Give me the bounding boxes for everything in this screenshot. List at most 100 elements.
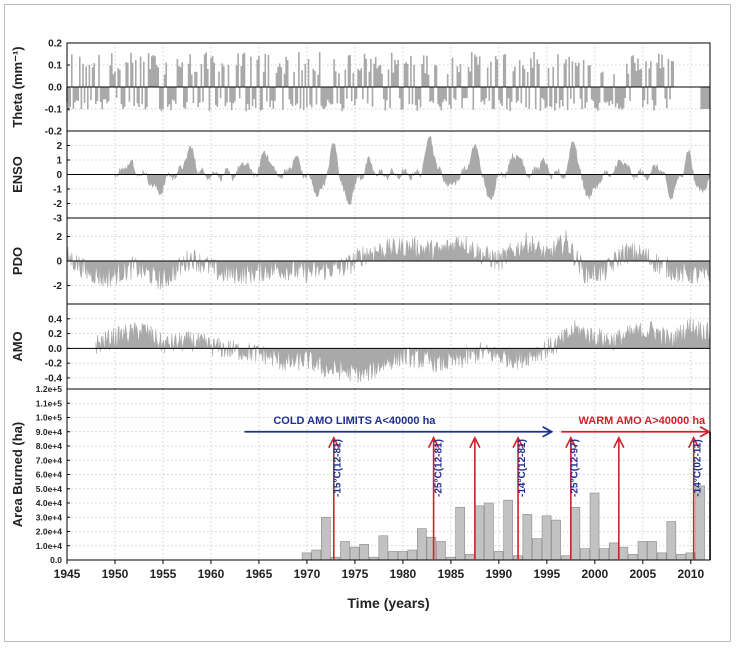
x-tick-label: 1955: [150, 567, 177, 581]
y-tick-label: 9.0e+4: [36, 427, 63, 437]
area-bar-1991: [503, 499, 513, 561]
y-tick-label: 4.0e+4: [36, 498, 63, 508]
area-bar-2001: [599, 548, 609, 561]
area-bar-1974: [340, 541, 350, 561]
area-bar-1982: [416, 528, 427, 561]
area-bar-1978: [378, 535, 389, 561]
event-label: -15°C(12-81): [333, 439, 344, 497]
area-bar-2004: [628, 553, 638, 561]
event-arrowhead: [687, 435, 700, 449]
event-arrowhead: [469, 435, 481, 449]
panel-enso: 2 1 0 -1 -2 -3 ENSO: [10, 130, 711, 225]
area-bar-1986: [455, 506, 465, 561]
area-bar-1976: [359, 544, 370, 561]
area-bar-1981: [407, 549, 417, 561]
y-tick-label: 1: [56, 156, 62, 167]
y-tick-label: 1.0e+4: [36, 541, 63, 551]
x-tick-label: 1970: [294, 567, 321, 581]
y-tick-label: 7.0e+4: [36, 455, 63, 465]
x-tick-label: 1995: [533, 567, 560, 581]
area-bar-2008: [666, 521, 677, 561]
y-tick-label: 1.1e+5: [36, 398, 63, 408]
area-bar-1975: [349, 546, 360, 561]
pdo-series: [66, 230, 711, 290]
y-tick-label: 0.2: [48, 39, 62, 50]
area-bar-1971: [311, 549, 322, 561]
area-bar-1970: [301, 552, 312, 561]
y-tick-label: 0: [56, 257, 62, 268]
x-tick-label: 1990: [486, 567, 513, 581]
y-tick-label: 0.0: [48, 83, 62, 94]
y-tick-label: 0.2: [48, 329, 62, 340]
y-tick-label: 5.0e+4: [36, 484, 63, 494]
y-tick-label: 8.0e+4: [36, 441, 63, 451]
area-bar-1979: [388, 551, 398, 561]
event-label: -14°C(12-81): [517, 439, 528, 497]
y-tick-label: 0: [56, 170, 62, 181]
event-arrowhead: [512, 435, 524, 449]
area-bar-1984: [436, 541, 446, 561]
x-tick-label: 1980: [390, 567, 417, 581]
area-bar-1990: [493, 551, 504, 561]
warm-amo-label: WARM AMO A>40000 ha: [579, 415, 707, 427]
y-tick-label: -3: [53, 214, 62, 225]
x-tick-label: 2010: [677, 567, 704, 581]
event-arrowhead: [565, 435, 577, 449]
theta-bar-2011: [700, 87, 710, 109]
y-tick-label: -2: [53, 199, 62, 210]
event-arrowhead: [328, 435, 340, 449]
y-tick-label: 2: [56, 141, 62, 152]
warm-amo-arrowhead: [699, 425, 711, 438]
x-tick-label: 1975: [342, 567, 369, 581]
panel-pdo: 2 0 -2 PDO: [10, 217, 711, 305]
y-tick-label: -2: [53, 281, 62, 292]
area-bar-2006: [647, 541, 657, 561]
area-bar-1994: [532, 538, 542, 561]
y-tick-label: 1.0e+5: [36, 413, 63, 423]
event-arrowhead: [427, 435, 440, 449]
y-tick-label: 2: [56, 232, 62, 243]
y-tick-label: 2.0e+4: [36, 527, 63, 537]
cold-amo-arrowhead: [542, 425, 554, 438]
x-tick-label: 1960: [198, 567, 225, 581]
y-tick-label: 0.4: [48, 314, 62, 325]
event-label: -25°C(12-97): [570, 439, 581, 497]
x-tick-label: 1965: [246, 567, 273, 581]
area-bar-2007: [656, 552, 667, 561]
area-bar-1972: [321, 516, 331, 561]
theta-bars: [66, 52, 674, 112]
x-tick-label: 1950: [102, 567, 129, 581]
x-tick-label: 2005: [629, 567, 656, 581]
area-bar-2005: [637, 541, 648, 561]
y-tick-label: -1: [53, 185, 62, 196]
y-tick-label: 0.0: [48, 344, 62, 355]
amo-series: [95, 318, 711, 384]
x-axis-label: Time (years): [347, 595, 429, 611]
x-tick-label: 1985: [438, 567, 465, 581]
panel-amo: 0.4 0.2 0.0 -0.2 -0.4 AMO: [10, 303, 711, 390]
y-tick-label: -0.2: [45, 359, 63, 370]
area-bar-1995: [541, 515, 552, 561]
area-bar-1983: [426, 536, 437, 561]
y-tick-label: 0.0: [50, 555, 62, 565]
event-arrowhead: [613, 435, 625, 449]
panel-area_burned: 0.0 1.0e+4 2.0e+4 3.0e+4 4.0e+4 5.0e+4 6.0e+4 7…: [10, 384, 711, 565]
figure-frame: [4, 4, 731, 642]
area-bar-1993: [522, 514, 533, 561]
y-tick-label: 6.0e+4: [36, 470, 63, 480]
area-bar-1996: [551, 519, 561, 561]
amo-y-label: AMO: [10, 331, 25, 361]
cold-amo-label: COLD AMO LIMITS A<40000 ha: [273, 415, 436, 427]
area-bar-1988: [474, 505, 485, 561]
panel-theta: 0.2 0.1 0.0 -0.1 -0.2 Theta (mm⁻¹): [10, 39, 711, 138]
area-bar-1998: [570, 506, 581, 561]
pdo-y-label: PDO: [10, 247, 25, 275]
area_burned-y-label: Area Burned (ha): [10, 422, 25, 527]
area-bar-1980: [397, 551, 408, 561]
y-tick-label: 0.1: [48, 61, 62, 72]
x-tick-label: 1945: [54, 567, 81, 581]
theta-y-label: Theta (mm⁻¹): [10, 46, 25, 127]
event-label: -25°C(12-81): [433, 439, 444, 497]
